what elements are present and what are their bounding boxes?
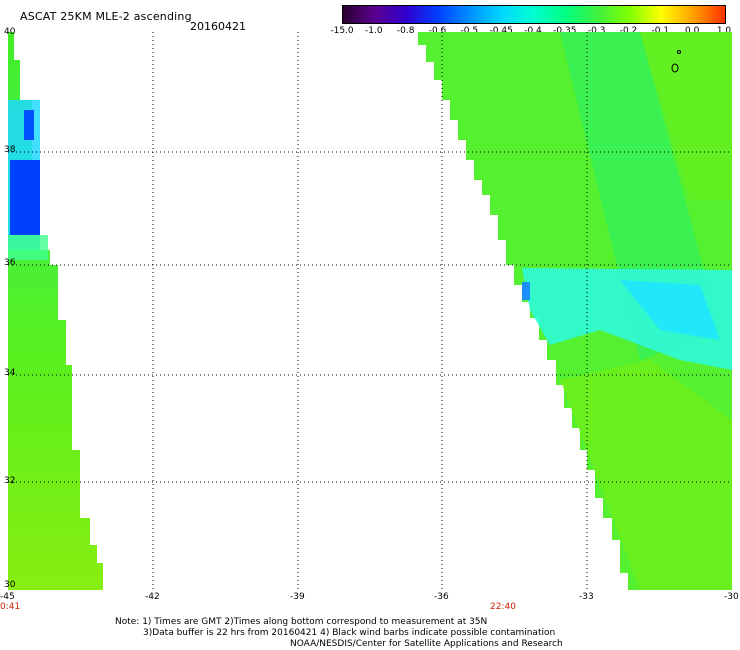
color-scale-label: -0.5 — [460, 26, 479, 36]
lon-label-30: -30 — [724, 592, 739, 602]
color-scale-label: -0.4 — [524, 26, 542, 36]
color-scale-label: -0.6 — [428, 26, 447, 36]
color-scale-label: -0.3 — [587, 26, 606, 36]
footnote-line-2: 3)Data buffer is 22 hrs from 20160421 4)… — [143, 628, 556, 638]
color-scale-label: 1.0 — [716, 26, 732, 36]
left-swath-min-region — [10, 160, 40, 235]
lon-label-42: -42 — [145, 592, 160, 602]
color-scale-label: -0.1 — [651, 26, 670, 36]
lat-label-40: 40 — [4, 27, 16, 37]
lat-label-38: 38 — [4, 145, 16, 155]
lon-label-45: -45 — [0, 592, 15, 602]
time-label-left: 0:41 — [0, 602, 21, 612]
footnote-line-1: Note: 1) Times are GMT 2)Times along bot… — [115, 617, 488, 627]
lon-label-36: -36 — [434, 592, 449, 602]
lat-label-34: 34 — [4, 368, 16, 378]
color-scale-label: -0.2 — [619, 26, 638, 36]
lat-label-32: 32 — [4, 476, 16, 486]
color-scale-label: -0.8 — [396, 26, 415, 36]
color-scale-label: -0.45 — [489, 26, 513, 36]
color-scale-label: -1.0 — [365, 26, 383, 36]
color-scale-bar — [342, 5, 726, 24]
lat-label-36: 36 — [4, 258, 16, 268]
island-outline — [671, 63, 679, 73]
color-scale-label: -0.35 — [553, 26, 577, 36]
footnote: Note: 1) Times are GMT 2)Times along bot… — [115, 617, 563, 650]
color-scale-labels: -15.0 -1.0 -0.8 -0.6 -0.5 -0.45 -0.4 -0.35 -0.3 -… — [330, 26, 740, 38]
island-outline-small — [677, 50, 681, 54]
product-date: 20160421 — [190, 20, 246, 33]
product-title: ASCAT 25KM MLE-2 ascending — [20, 10, 192, 23]
color-scale-label: 0.0 — [684, 26, 700, 36]
lat-label-30: 30 — [4, 580, 16, 590]
lon-label-39: -39 — [290, 592, 305, 602]
color-scale-label: -15.0 — [330, 26, 354, 36]
graticule — [8, 32, 732, 590]
footnote-line-3: NOAA/NESDIS/Center for Satellite Applica… — [290, 639, 563, 649]
lon-label-33: -33 — [579, 592, 594, 602]
time-label-right: 22:40 — [490, 602, 516, 612]
